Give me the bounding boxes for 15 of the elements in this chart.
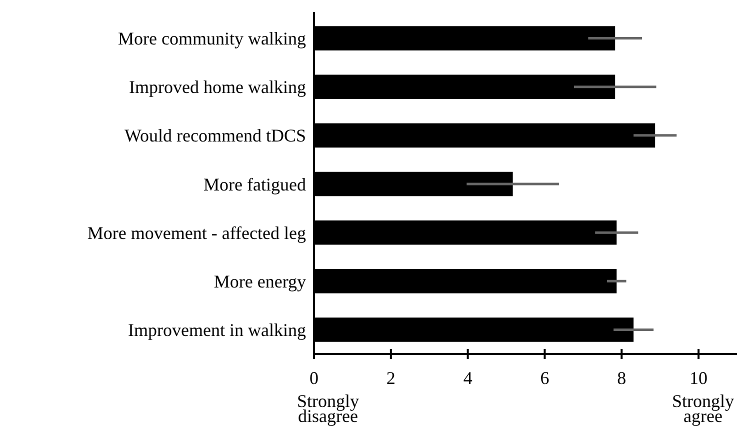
x-tick-label: 8 xyxy=(617,368,626,388)
x-tick-label: 10 xyxy=(690,368,708,388)
x-tick-label: 0 xyxy=(310,368,318,388)
y-tick-label: Would recommend tDCS xyxy=(124,126,306,146)
x-tick-label: 4 xyxy=(463,368,472,388)
y-tick-label: More energy xyxy=(214,271,306,292)
text: Strongly agree xyxy=(672,391,734,426)
text: Strongly disagree xyxy=(296,391,360,426)
x-tick-label: 6 xyxy=(540,368,550,388)
y-tick-label: Improved home walking xyxy=(129,77,306,98)
y-tick-label: More community walking xyxy=(118,28,306,49)
y-tick-label: Improvement in walking xyxy=(128,320,306,340)
x-tick-label: 2 xyxy=(386,368,396,388)
y-tick-label: More movement - affected leg xyxy=(87,222,306,243)
y-tick-label: More fatigued xyxy=(204,174,306,194)
